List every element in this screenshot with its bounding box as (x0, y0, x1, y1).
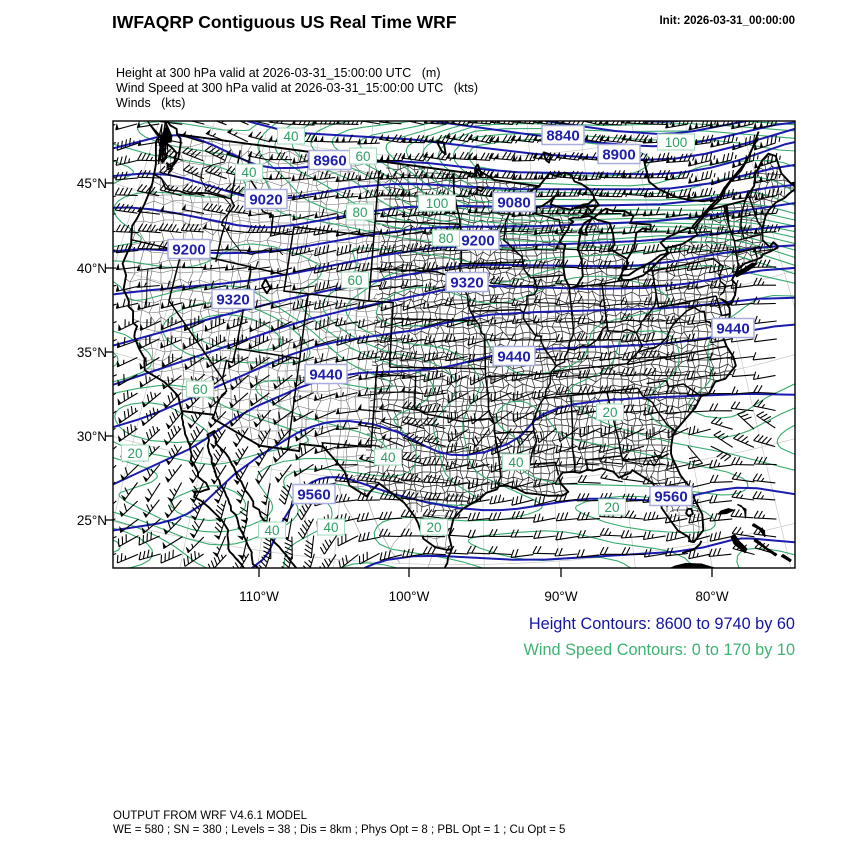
svg-text:20: 20 (604, 500, 619, 515)
svg-text:20: 20 (127, 446, 142, 461)
svg-text:8960: 8960 (313, 152, 346, 169)
svg-text:9440: 9440 (309, 366, 342, 383)
svg-text:25°N: 25°N (77, 513, 107, 528)
svg-text:80°W: 80°W (695, 589, 728, 604)
svg-text:20: 20 (602, 405, 617, 420)
svg-text:110°W: 110°W (239, 589, 279, 604)
svg-text:90°W: 90°W (544, 589, 577, 604)
svg-text:Height Contours: 8600 to 9740: Height Contours: 8600 to 9740 by 60 (529, 615, 795, 633)
svg-text:9320: 9320 (216, 291, 249, 308)
svg-text:40°N: 40°N (77, 261, 107, 276)
svg-text:9080: 9080 (497, 194, 530, 211)
svg-text:100°W: 100°W (389, 589, 430, 604)
svg-text:30°N: 30°N (77, 429, 107, 444)
svg-text:WE = 580 ; SN = 380 ; Levels =: WE = 580 ; SN = 380 ; Levels = 38 ; Dis … (113, 824, 565, 836)
svg-text:40: 40 (508, 455, 523, 470)
svg-text:80: 80 (352, 205, 367, 220)
svg-text:9440: 9440 (497, 348, 530, 365)
svg-text:9200: 9200 (461, 232, 494, 249)
svg-text:40: 40 (241, 165, 256, 180)
svg-text:80: 80 (438, 231, 453, 246)
svg-text:Height at 300 hPa valid at 202: Height at 300 hPa valid at 2026-03-31_15… (116, 66, 441, 80)
svg-text:9560: 9560 (654, 488, 687, 505)
svg-text:40: 40 (380, 450, 395, 465)
svg-text:35°N: 35°N (77, 345, 107, 360)
svg-text:Wind Speed Contours: 0 to 170: Wind Speed Contours: 0 to 170 by 10 (523, 641, 795, 659)
svg-text:40: 40 (323, 520, 338, 535)
svg-text:Wind Speed at 300 hPa valid at: Wind Speed at 300 hPa valid at 2026-03-3… (116, 81, 478, 95)
svg-text:60: 60 (355, 149, 370, 164)
svg-text:20: 20 (426, 520, 441, 535)
svg-text:9560: 9560 (297, 486, 330, 503)
svg-text:40: 40 (264, 523, 279, 538)
svg-text:Init: 2026-03-31_00:00:00: Init: 2026-03-31_00:00:00 (659, 15, 795, 27)
svg-text:Winds (kts): Winds (kts) (116, 96, 185, 110)
svg-text:40: 40 (283, 129, 298, 144)
svg-text:60: 60 (347, 273, 362, 288)
svg-text:9020: 9020 (249, 191, 282, 208)
svg-text:8840: 8840 (546, 127, 579, 144)
svg-text:45°N: 45°N (77, 176, 107, 191)
svg-text:IWFAQRP Contiguous US Real Tim: IWFAQRP Contiguous US Real Time WRF (112, 12, 457, 32)
svg-text:100: 100 (665, 135, 688, 150)
svg-text:9320: 9320 (450, 274, 483, 291)
svg-text:8900: 8900 (602, 146, 635, 163)
svg-text:OUTPUT FROM WRF V4.6.1 MODEL: OUTPUT FROM WRF V4.6.1 MODEL (113, 810, 308, 822)
svg-text:100: 100 (426, 196, 449, 211)
svg-text:60: 60 (192, 382, 207, 397)
svg-text:9200: 9200 (172, 241, 205, 258)
svg-text:9440: 9440 (716, 320, 749, 337)
